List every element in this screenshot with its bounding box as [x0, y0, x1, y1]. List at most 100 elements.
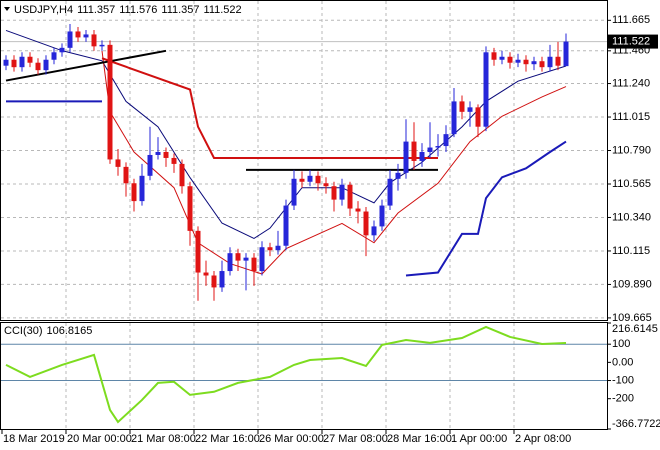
candle-body: [395, 172, 401, 179]
candle-body: [131, 183, 137, 202]
candle-body: [275, 245, 281, 251]
candle-body: [483, 52, 489, 127]
cci-frame: [0, 322, 608, 430]
y-tick-label: 0.00: [612, 356, 633, 368]
candle-body: [243, 257, 249, 261]
y-tick-label: 111.665: [612, 14, 650, 26]
candle-body: [491, 52, 497, 60]
x-tick-label: 22 Mar 16:00: [195, 433, 260, 445]
candle-body: [563, 41, 569, 67]
candle-body: [227, 253, 233, 272]
y-tick-label: 109.665: [612, 312, 652, 324]
y-tick-label: 110.790: [612, 144, 651, 156]
y-tick-label: 100: [612, 338, 630, 350]
cci-line: [5, 325, 567, 424]
candle-body: [403, 141, 409, 173]
candle-body: [251, 257, 257, 272]
x-tick-label: 27 Mar 08:00: [323, 433, 388, 445]
candle-body: [51, 52, 57, 60]
last-price-label: 111.522: [612, 35, 650, 47]
candle-body: [123, 166, 129, 184]
candle-body: [203, 272, 209, 276]
candle-body: [11, 59, 17, 68]
close-value: 111.522: [204, 4, 242, 16]
y-tick-label: -100: [612, 374, 634, 386]
candle-body: [91, 34, 97, 47]
y-tick-label: 110.115: [612, 245, 650, 257]
candle-body: [43, 59, 49, 71]
y-tick-label: -366.7722: [612, 418, 660, 430]
x-tick-label: 28 Mar 16:00: [387, 433, 452, 445]
candle-body: [75, 31, 81, 38]
candle-body: [379, 205, 385, 227]
indicator-line: [405, 140, 567, 277]
y-tick-label: 111.015: [612, 111, 650, 123]
y-tick-label: -200: [612, 393, 634, 405]
candle-body: [339, 184, 345, 200]
candle-body: [387, 178, 393, 206]
y-tick-label: 111.240: [612, 77, 650, 89]
candle-body: [179, 163, 185, 187]
indicator-line: [101, 57, 438, 159]
x-tick-label: 2 Apr 08:00: [515, 433, 571, 445]
candle-body: [83, 34, 89, 38]
cci-header: CCI(30) 106.8165: [4, 325, 92, 337]
candle-body: [555, 56, 561, 66]
candle-body: [347, 184, 353, 209]
candle-body: [475, 107, 481, 127]
x-tick-label: 1 Apr 00:00: [451, 433, 507, 445]
candle-body: [219, 271, 225, 288]
candle-body: [531, 61, 537, 65]
high-value: 111.576: [119, 4, 157, 16]
y-tick-label: 110.565: [612, 178, 651, 190]
candle-body: [155, 151, 161, 155]
y-tick-label: 216.6145: [612, 323, 658, 335]
x-tick-label: 20 Mar 00:00: [67, 433, 132, 445]
candle-body: [291, 178, 297, 206]
candle-body: [307, 175, 313, 182]
candle-body: [411, 141, 417, 161]
candle-body: [451, 101, 457, 135]
y-tick-label: 109.890: [612, 278, 652, 290]
symbol: USDJPY,H4: [14, 4, 73, 16]
candle-body: [59, 47, 65, 53]
candle-body: [211, 275, 217, 288]
candle-body: [363, 211, 369, 236]
candle-body: [435, 146, 441, 148]
candle-body: [3, 59, 9, 66]
candle-body: [107, 44, 113, 160]
candle-body: [515, 59, 521, 63]
candle-body: [187, 186, 193, 231]
candle-body: [467, 107, 473, 112]
candle-body: [331, 186, 337, 200]
candle-body: [283, 205, 289, 246]
x-tick-label: 18 Mar 2019: [3, 433, 65, 445]
candle-body: [67, 31, 73, 48]
candle-body: [235, 253, 241, 261]
candle-body: [539, 61, 545, 68]
last-price-box: [608, 34, 658, 49]
candle-body: [547, 56, 553, 68]
candle-body: [267, 247, 273, 251]
candle-body: [99, 44, 105, 47]
candle-body: [195, 230, 201, 273]
candle-body: [371, 226, 377, 236]
low-value: 111.357: [161, 4, 199, 16]
collapse-icon[interactable]: [4, 7, 10, 11]
candle-body: [115, 159, 121, 167]
candle-body: [355, 208, 361, 212]
indicator-line: [5, 49, 167, 82]
candle-body: [419, 151, 425, 161]
candle-body: [299, 178, 305, 182]
candle-body: [139, 175, 145, 202]
candle-body: [523, 59, 529, 65]
candle-body: [147, 154, 153, 176]
candle-body: [443, 134, 449, 147]
candle-body: [499, 56, 505, 60]
candle-body: [171, 157, 177, 164]
cci-value: 106.8165: [47, 325, 93, 337]
candle-body: [163, 151, 169, 158]
open-value: 111.357: [77, 4, 115, 16]
candle-body: [35, 62, 41, 71]
